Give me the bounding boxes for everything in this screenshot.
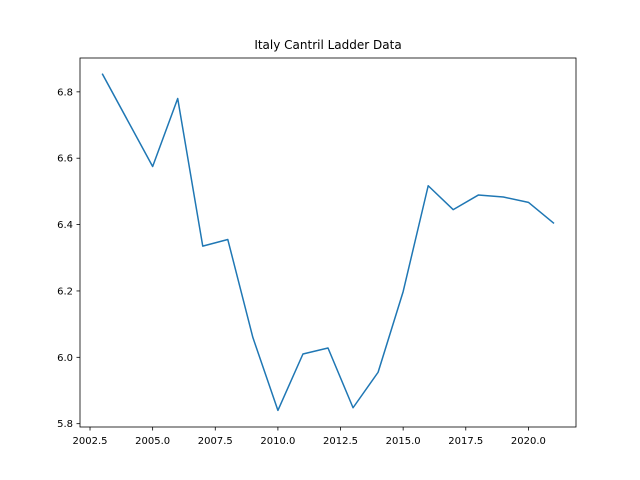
series-line-0 bbox=[101, 73, 555, 412]
x-tick-label: 2015.0 bbox=[386, 436, 421, 447]
x-tick-label: 2005.0 bbox=[135, 436, 170, 447]
y-tick-label: 6.4 bbox=[57, 220, 73, 231]
x-tick-label: 2010.0 bbox=[260, 436, 295, 447]
axes-frame: 2002.5 2005.0 2007.5 2010.0 2012.5 2015.0 2017… bbox=[57, 57, 577, 447]
axes-border bbox=[79, 57, 577, 428]
y-tick-label: 5.8 bbox=[57, 419, 73, 430]
y-tick-label: 6.8 bbox=[57, 87, 73, 98]
plot-area bbox=[101, 73, 555, 412]
x-tick-label: 2012.5 bbox=[323, 436, 358, 447]
x-tick-label: 2002.5 bbox=[73, 436, 108, 447]
x-tick-label: 2017.5 bbox=[448, 436, 483, 447]
x-tick-label: 2007.5 bbox=[198, 436, 233, 447]
y-tick-label: 6.2 bbox=[57, 286, 73, 297]
x-tick-label: 2020.0 bbox=[511, 436, 546, 447]
y-tick-label: 6.6 bbox=[57, 154, 73, 165]
y-tick-label: 6.0 bbox=[57, 353, 73, 364]
chart-title: Italy Cantril Ladder Data bbox=[254, 38, 401, 52]
